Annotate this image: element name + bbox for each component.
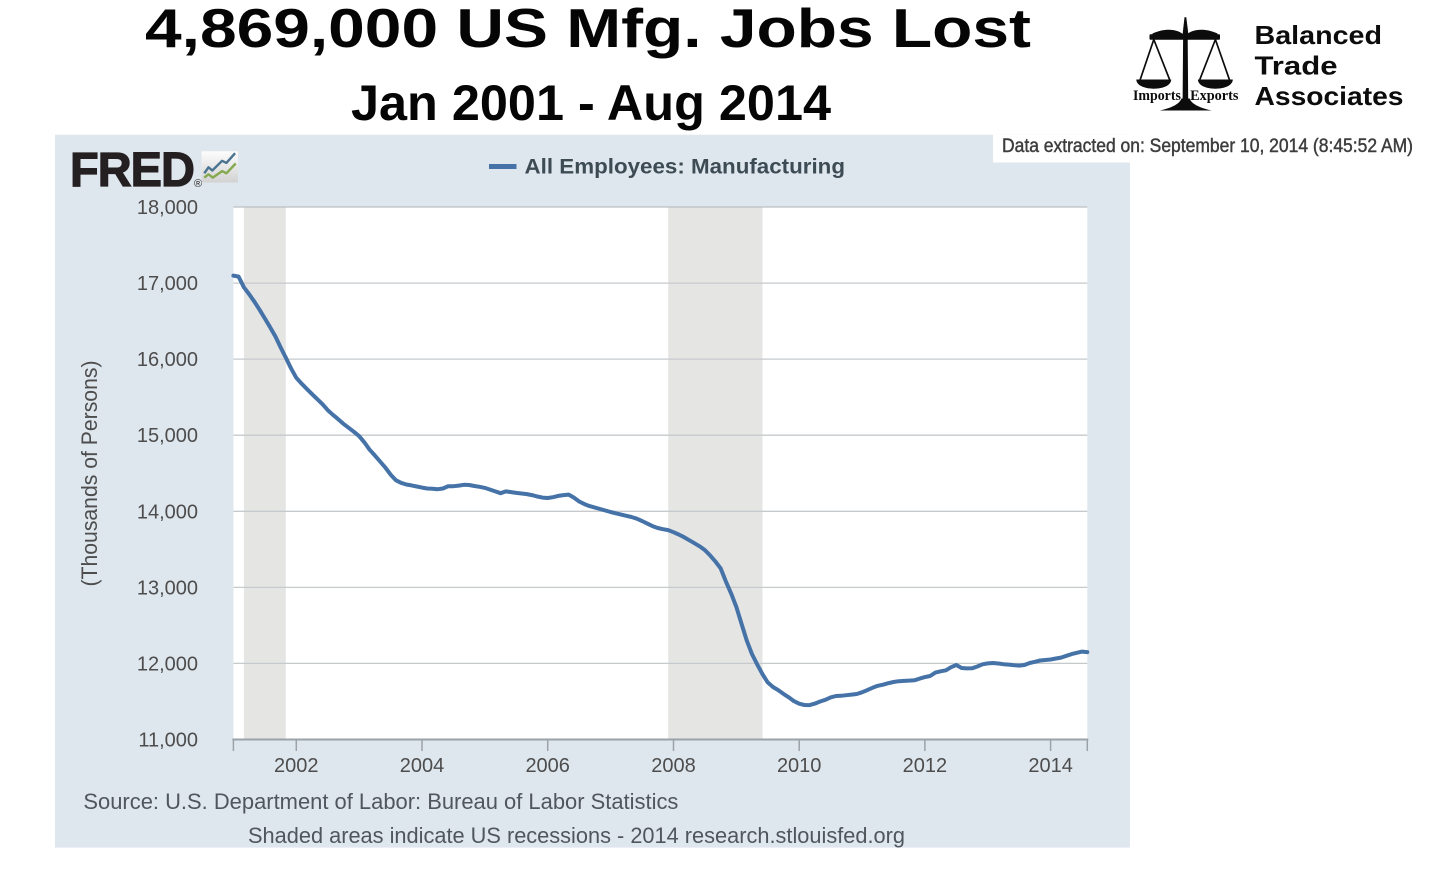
svg-text:2002: 2002 xyxy=(274,755,319,777)
svg-text:2010: 2010 xyxy=(777,755,822,777)
svg-text:Source: U.S. Department of Lab: Source: U.S. Department of Labor: Bureau… xyxy=(83,789,678,814)
svg-text:18,000: 18,000 xyxy=(137,197,198,219)
svg-text:4,869,000 US Mfg. Jobs Lost: 4,869,000 US Mfg. Jobs Lost xyxy=(145,0,1031,59)
svg-text:FRED: FRED xyxy=(70,143,194,197)
svg-text:16,000: 16,000 xyxy=(137,349,198,371)
svg-text:Imports: Imports xyxy=(1133,88,1181,104)
svg-text:2004: 2004 xyxy=(400,755,445,777)
svg-text:Trade: Trade xyxy=(1255,51,1338,81)
svg-text:2006: 2006 xyxy=(525,755,570,777)
svg-text:Exports: Exports xyxy=(1190,88,1238,104)
svg-text:All Employees: Manufacturing: All Employees: Manufacturing xyxy=(525,156,846,179)
svg-text:Jan 2001 - Aug 2014: Jan 2001 - Aug 2014 xyxy=(351,75,831,131)
svg-text:12,000: 12,000 xyxy=(137,653,198,675)
svg-text:2008: 2008 xyxy=(651,755,696,777)
svg-text:(Thousands of Persons): (Thousands of Persons) xyxy=(77,361,102,587)
svg-text:Balanced: Balanced xyxy=(1255,20,1383,50)
svg-text:Shaded areas indicate US reces: Shaded areas indicate US recessions - 20… xyxy=(248,823,905,848)
svg-text:2012: 2012 xyxy=(903,755,948,777)
svg-text:11,000: 11,000 xyxy=(138,730,198,752)
svg-text:15,000: 15,000 xyxy=(137,425,198,447)
svg-text:Associates: Associates xyxy=(1255,81,1404,111)
svg-text:17,000: 17,000 xyxy=(137,273,198,295)
svg-text:®: ® xyxy=(194,178,202,190)
svg-text:Data extracted on: September 1: Data extracted on: September 10, 2014 (8… xyxy=(1002,136,1413,157)
svg-text:14,000: 14,000 xyxy=(137,501,198,523)
svg-text:2014: 2014 xyxy=(1028,755,1073,777)
svg-text:13,000: 13,000 xyxy=(137,577,198,599)
